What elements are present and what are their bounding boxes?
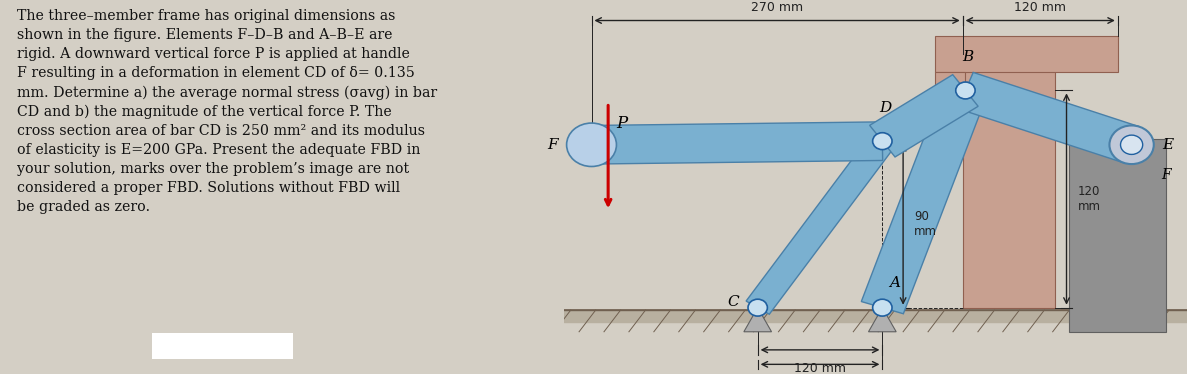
Text: 90
mm: 90 mm	[914, 211, 938, 238]
Text: 270 mm: 270 mm	[751, 1, 804, 15]
Bar	[1069, 139, 1166, 332]
Circle shape	[1121, 135, 1143, 154]
Circle shape	[566, 123, 616, 166]
Polygon shape	[958, 73, 1140, 163]
Polygon shape	[747, 135, 894, 314]
Text: 120 mm: 120 mm	[1014, 1, 1066, 15]
Polygon shape	[869, 308, 896, 332]
Circle shape	[748, 299, 768, 316]
Bar	[152, 333, 293, 359]
Text: 120 mm: 120 mm	[794, 362, 846, 374]
Bar	[935, 36, 1118, 73]
Text: P: P	[616, 114, 628, 132]
Polygon shape	[870, 75, 978, 157]
Circle shape	[1110, 125, 1154, 164]
Bar	[963, 54, 1055, 308]
Text: C: C	[726, 295, 738, 309]
Text: E: E	[1162, 138, 1173, 152]
Circle shape	[872, 299, 893, 316]
Polygon shape	[744, 308, 772, 332]
Text: D: D	[880, 101, 891, 114]
Polygon shape	[862, 85, 986, 314]
Text: A: A	[889, 276, 900, 289]
Text: F: F	[547, 138, 558, 152]
Circle shape	[956, 82, 976, 99]
Circle shape	[872, 133, 893, 150]
Text: B: B	[963, 50, 973, 64]
Polygon shape	[591, 122, 883, 164]
Text: F: F	[1161, 168, 1172, 182]
Bar	[935, 73, 965, 96]
Text: 120
mm: 120 mm	[1078, 185, 1100, 213]
Text: The three–member frame has original dimensions as
shown in the figure. Elements : The three–member frame has original dime…	[17, 9, 437, 214]
